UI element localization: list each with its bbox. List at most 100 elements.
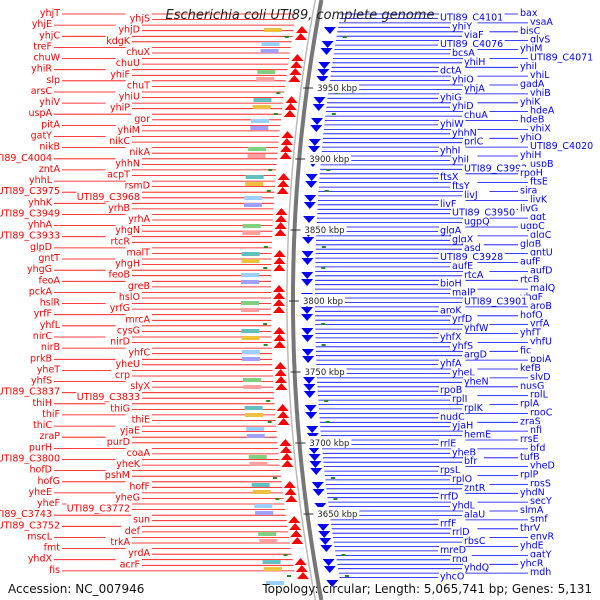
gene-label-bg <box>125 146 152 157</box>
gene-label-bg <box>519 326 546 337</box>
minus-strand-feature <box>289 68 302 75</box>
gene-label-bg <box>66 502 132 513</box>
annotation-band <box>248 455 267 459</box>
gene-label-bg <box>27 85 54 95</box>
gene-label: nirD <box>110 337 130 348</box>
gene-label: yhjS <box>130 14 150 25</box>
gene-label-bg <box>529 140 595 151</box>
gene-label-bg <box>529 353 556 364</box>
gene-label-bg <box>105 34 132 45</box>
gene-label-bg <box>131 513 152 524</box>
gene-label-bg <box>35 497 62 507</box>
gene-label: bax <box>520 8 538 19</box>
gene-label-bg <box>105 201 132 212</box>
gene-label: mscL <box>27 532 52 543</box>
gene-label: hofD <box>30 465 53 476</box>
gene-label: yhgF <box>520 292 543 303</box>
marker-tick <box>331 113 336 115</box>
gene-label: glyS <box>530 35 550 46</box>
marker-tick <box>321 246 326 248</box>
gene-label-bg <box>519 42 546 53</box>
gene-label-bg <box>35 430 62 441</box>
gene-label-bg <box>35 296 62 307</box>
plus-strand-feature <box>308 146 321 153</box>
gene-label: yheK <box>116 459 140 470</box>
gene-label: hofF <box>129 481 150 492</box>
minus-strand-feature <box>288 516 301 523</box>
gene-label-bg <box>125 46 152 56</box>
gene-label-bg <box>35 407 62 418</box>
plus-strand-feature <box>303 377 316 384</box>
gene-label: yhiI <box>452 154 469 165</box>
gene-label: gatY <box>530 549 552 560</box>
gene-label-bg <box>439 517 466 528</box>
marker-tick <box>326 169 331 171</box>
left-strand-label-lines <box>54 13 297 572</box>
marker-tick <box>284 36 289 38</box>
gene-label-bg <box>439 330 466 341</box>
gene-label-bg <box>529 424 550 435</box>
gene-label-bg <box>0 185 62 196</box>
annotation-band <box>262 560 281 564</box>
gene-label: livG <box>520 203 538 214</box>
gene-label-bg <box>529 335 556 346</box>
gene-label-bg <box>105 536 132 546</box>
kbp-label: 3950 kbp <box>317 84 357 94</box>
gene-label: yrfF <box>34 309 52 320</box>
plus-strand-feature <box>313 97 326 104</box>
gene-label: crp <box>115 370 130 381</box>
gene-label-bg <box>451 446 478 457</box>
minus-strand-feature <box>273 341 286 348</box>
gene-label-bg <box>529 193 556 204</box>
gene-label: slyX <box>130 381 150 392</box>
gene-label-bg <box>439 171 466 182</box>
plus-strand-feature <box>301 335 314 342</box>
minus-strand-feature <box>281 131 294 138</box>
gene-label: gatY <box>31 131 53 142</box>
gene-label: rpsS <box>530 478 551 489</box>
gene-label-bg <box>125 12 152 23</box>
marker-tick <box>283 554 288 556</box>
gene-label-bg <box>529 122 556 133</box>
gene-label-bg <box>27 552 54 563</box>
minus-strand-feature <box>291 537 304 544</box>
gene-label: UTI89_C4101 <box>440 12 503 23</box>
gene-label: yrhA <box>128 214 150 225</box>
gene-label-bg <box>519 344 540 355</box>
gene-label: yhgG <box>27 264 52 275</box>
gene-label: yhhA <box>28 220 53 231</box>
gene-label-bg <box>451 46 478 57</box>
gene-label: yhfU <box>530 336 552 347</box>
gene-label: ggt <box>530 212 546 223</box>
plus-strand-feature <box>323 566 336 573</box>
gene-label: secY <box>530 496 552 507</box>
kbp-label: 3700 kbp <box>309 439 349 449</box>
plus-strand-feature <box>314 503 327 510</box>
gene-label-bg <box>451 20 478 31</box>
plus-strand-feature <box>310 468 323 475</box>
minus-strand-feature <box>275 208 288 215</box>
minus-strand-feature <box>274 369 287 376</box>
gene-label: envR <box>530 532 554 543</box>
gene-label-bg <box>27 240 54 251</box>
gene-label: uspA <box>29 108 53 119</box>
gene-label-bg <box>529 299 556 310</box>
gene-label-bg <box>439 117 466 128</box>
gene-label-bg <box>27 174 54 185</box>
gene-label: yheT <box>37 364 60 375</box>
marker-tick <box>263 246 268 248</box>
gene-label: rtcR <box>111 236 131 247</box>
plus-strand-feature <box>312 489 325 496</box>
gene-label: yhiX <box>530 123 551 134</box>
gene-label: yhiD <box>452 101 474 112</box>
minus-strand-feature <box>273 257 286 264</box>
gene-label-bg <box>529 566 550 577</box>
gene-label: UTI89_C3833 <box>77 392 140 403</box>
gene-label-bg <box>27 396 54 407</box>
gene-label: mreD <box>440 545 466 556</box>
minus-strand-feature <box>294 33 307 40</box>
gene-label-bg <box>115 558 142 569</box>
minus-strand-feature <box>273 250 286 257</box>
gene-label-bg <box>529 104 556 115</box>
